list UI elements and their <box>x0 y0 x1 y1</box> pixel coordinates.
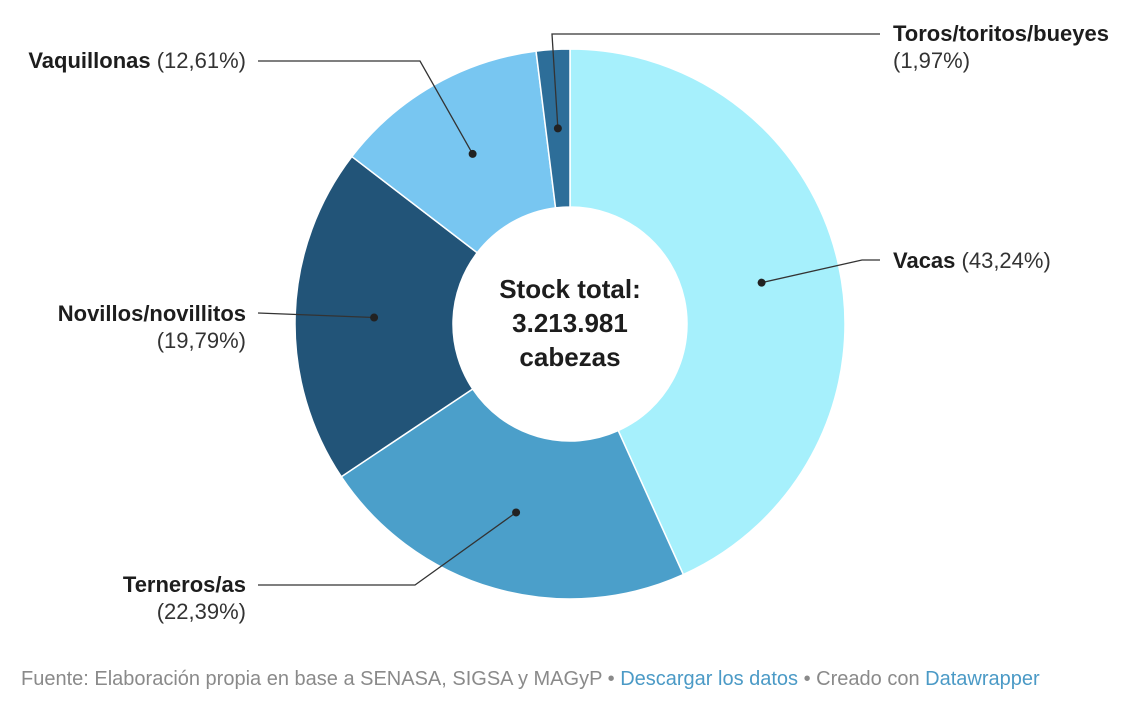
source-note: Fuente: Elaboración propia en base a SEN… <box>21 668 603 690</box>
slice-terneros-as <box>340 387 685 600</box>
leader-dot <box>553 124 562 133</box>
leader-line <box>257 312 375 319</box>
slice-novillos-novillitos <box>294 155 479 478</box>
slice-label-value: (1,97%) <box>893 48 970 73</box>
donut-chart: Vacas (43,24%) Terneros/as (22,39%) Novillo… <box>28 21 1109 624</box>
leader-dot <box>512 508 521 517</box>
slice-label-value: (43,24%) <box>955 248 1050 273</box>
center-label-line-2: 3.213.981 <box>512 308 628 338</box>
slice-label-name: Vacas <box>893 248 955 273</box>
leader-dot <box>468 149 477 158</box>
slice-label-value: (19,79%) <box>157 328 246 353</box>
slice-label-name: Terneros/as <box>123 572 246 597</box>
slice-label-name: Vaquillonas <box>28 48 150 73</box>
leader-lines-group <box>257 33 880 586</box>
slice-label: Vaquillonas (12,61%) <box>28 48 246 73</box>
leader-line <box>258 511 517 586</box>
leader-line <box>761 259 880 284</box>
slice-toros-toritos-bueyes <box>535 48 571 209</box>
center-label: Stock total: 3.213.981 cabezas <box>499 274 641 372</box>
slices-group <box>294 48 846 600</box>
leader-dot <box>757 278 766 287</box>
leader-line <box>551 33 880 129</box>
footer-credit-text: • Creado con <box>798 668 926 690</box>
slice-label: Toros/toritos/bueyes (1,97%) <box>893 21 1109 73</box>
footer: Fuente: Elaboración propia en base a SEN… <box>21 668 1040 691</box>
slice-label-name: Toros/toritos/bueyes <box>893 21 1109 46</box>
slice-label-value: (22,39%) <box>157 599 246 624</box>
datawrapper-link[interactable]: Datawrapper <box>925 668 1040 690</box>
center-label-line-1: Stock total: <box>499 274 641 304</box>
slice-vacas <box>569 48 846 576</box>
footer-separator: • <box>602 668 621 690</box>
leader-dot <box>370 313 379 322</box>
slice-label: Vacas (43,24%) <box>893 248 1051 273</box>
slice-label-name: Novillos/novillitos <box>58 301 246 326</box>
leader-line <box>258 60 474 155</box>
slice-label: Terneros/as (22,39%) <box>123 572 246 624</box>
center-label-line-3: cabezas <box>519 342 620 372</box>
slice-label: Novillos/novillitos (19,79%) <box>58 301 246 353</box>
download-data-link[interactable]: Descargar los datos <box>620 668 799 690</box>
labels-group: Vacas (43,24%) Terneros/as (22,39%) Novillo… <box>28 21 1109 624</box>
slice-vaquillonas <box>350 50 557 254</box>
slice-label-value: (12,61%) <box>151 48 246 73</box>
